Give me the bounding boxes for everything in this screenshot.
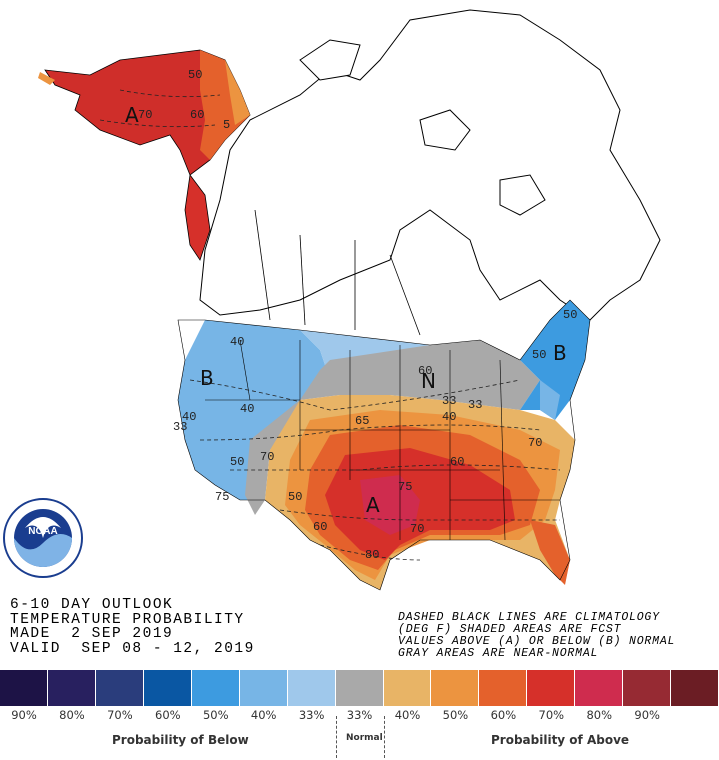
outlook-map: A 50 70 60 5 B 40 40 40 33 50 75 70 A 65… (38, 9, 661, 591)
northeast-letter-label: B (553, 341, 567, 365)
center-value-4: 75 (398, 480, 412, 494)
alaska-value-4: 5 (223, 118, 230, 132)
center-value-6: 80 (365, 548, 379, 562)
normal-caption: Normal (346, 733, 383, 743)
center-value-7: 60 (450, 455, 464, 469)
probability-color-scale (0, 670, 719, 706)
scale-swatch (143, 670, 192, 706)
map-labels: A 50 70 60 5 B 40 40 40 33 50 75 70 A 65… (125, 68, 577, 562)
scale-label: 40% (394, 708, 421, 722)
scale-swatch (0, 670, 48, 706)
province-lines (254, 209, 421, 336)
scale-label: 70% (107, 708, 133, 722)
conus-regions (178, 300, 590, 590)
scale-label: 90% (11, 708, 37, 722)
alaska-letter-label: A (125, 103, 139, 127)
scale-swatch (527, 670, 576, 706)
normal-divider-right (384, 716, 385, 758)
west-letter-label: B (200, 366, 214, 390)
scale-label: 60% (490, 708, 517, 722)
scale-swatch (479, 670, 528, 706)
west-value-7: 70 (260, 450, 274, 464)
alaska-value-2: 70 (138, 108, 152, 122)
scale-swatch (239, 670, 288, 706)
scale-label: 33% (346, 708, 373, 722)
center-letter-label: A (366, 493, 380, 517)
alaska-value-1: 50 (188, 68, 202, 82)
scale-swatch (191, 670, 240, 706)
legend-note-line-4: GRAY AREAS ARE NEAR-NORMAL (398, 647, 599, 660)
center-value-9: 33 (442, 394, 456, 408)
scale-swatch (95, 670, 144, 706)
scale-label: 33% (298, 708, 325, 722)
scale-label: 60% (155, 708, 181, 722)
noaa-logo: NOAA (3, 498, 83, 578)
noaa-logo-text: NOAA (28, 526, 57, 537)
west-value-6: 75 (215, 490, 229, 504)
northeast-value-1: 50 (563, 308, 577, 322)
land-outline (199, 9, 661, 321)
title-line-2: TEMPERATURE PROBABILITY (10, 611, 245, 628)
scale-swatch (47, 670, 96, 706)
climatology-lines (99, 89, 561, 561)
title-line-1: 6-10 DAY OUTLOOK (10, 597, 174, 613)
scale-swatch (335, 670, 384, 706)
alaska-value-3: 60 (190, 108, 204, 122)
legend-note-line-3: VALUES ABOVE (A) OR BELOW (B) NORMAL (398, 635, 676, 648)
center-value-5: 70 (410, 522, 424, 536)
northeast-value-2: 50 (532, 348, 546, 362)
outlook-title-block: 6-10 DAY OUTLOOK TEMPERATURE PROBABILITY… (10, 598, 255, 656)
west-value-3: 40 (240, 402, 254, 416)
scale-label: 40% (250, 708, 277, 722)
west-value-4: 33 (173, 420, 187, 434)
scale-label: 80% (59, 708, 85, 722)
center-value-1: 65 (355, 414, 369, 428)
greatlakes-letter-label: N (421, 369, 436, 393)
scale-swatch (575, 670, 624, 706)
scale-swatch (431, 670, 480, 706)
west-value-1: 40 (230, 335, 244, 349)
alaska-region (38, 49, 251, 261)
west-value-5: 50 (230, 455, 244, 469)
legend-note-block: DASHED BLACK LINES ARE CLIMATOLOGY (DEG … (398, 612, 675, 660)
greatlakes-value-2: 33 (468, 398, 482, 412)
scale-label: 90% (634, 708, 660, 722)
greatlakes-value-1: 60 (418, 364, 432, 378)
scale-swatch (623, 670, 672, 706)
scale-label: 70% (538, 708, 565, 722)
scale-label: 50% (442, 708, 469, 722)
title-line-4: VALID SEP 08 - 12, 2019 (10, 640, 255, 657)
scale-labels: 90% 80% 70% 60% 50% 40% 33% 33% 40% 50% … (0, 708, 719, 722)
greatlakes-value-3: 70 (528, 436, 542, 450)
scale-label: 80% (586, 708, 612, 722)
scale-swatch (383, 670, 432, 706)
scale-label (671, 708, 719, 722)
center-value-8: 40 (442, 410, 456, 424)
west-value-2: 40 (182, 410, 196, 424)
legend-note-line-2: (DEG F) SHADED AREAS ARE FCST (398, 623, 622, 636)
scale-swatch (671, 670, 719, 706)
above-caption: Probability of Above (491, 733, 630, 747)
normal-divider-left (336, 716, 337, 758)
center-value-3: 60 (313, 520, 327, 534)
scale-label: 50% (202, 708, 229, 722)
below-caption: Probability of Below (112, 733, 249, 747)
legend-note-line-1: DASHED BLACK LINES ARE CLIMATOLOGY (398, 611, 660, 624)
center-value-2: 50 (288, 490, 302, 504)
scale-swatch (287, 670, 336, 706)
title-line-3: MADE 2 SEP 2019 (10, 626, 174, 642)
